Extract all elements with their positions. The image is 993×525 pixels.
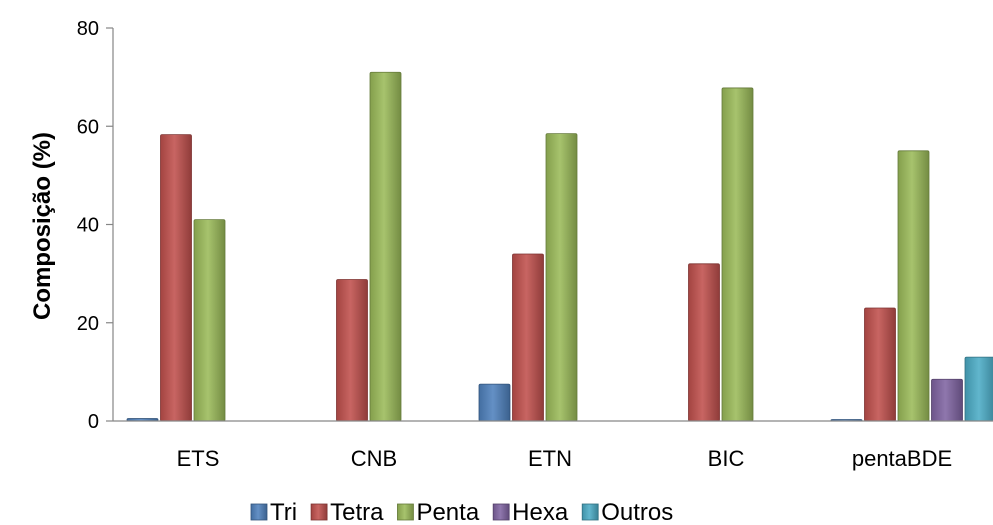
bar-bic-tetra [688,263,720,422]
legend-swatch-hexa [492,503,510,521]
y-tick-label-80: 80 [77,18,99,40]
y-tick-label-0: 0 [88,411,99,433]
bar-bic-penta [721,87,754,422]
category-label-cnb: CNB [351,446,397,471]
legend-swatch-tetra [310,503,328,521]
category-labels: ETS CNB ETN BIC pentaBDE [177,446,953,471]
category-label-etn: ETN [528,446,572,471]
bars [126,71,993,422]
legend-item-tetra: Tetra [310,499,384,525]
legend-swatch-tri [250,503,268,521]
legend-label-outros: Outros [601,499,673,525]
legend-item-tri: Tri [250,499,297,525]
y-tick-label-40: 40 [77,215,99,237]
legend-swatch-outros [581,503,599,521]
y-tick-label-60: 60 [77,116,99,138]
bar-pentabde-penta [897,150,930,422]
bar-ets-tetra [160,134,192,422]
y-axis-label: Composição (%) [29,132,56,320]
y-tick-label-20: 20 [77,313,99,335]
bar-cnb-penta [369,71,402,422]
legend-swatch-penta [397,503,414,521]
legend-item-hexa: Hexa [492,499,569,525]
category-label-pentabde: pentaBDE [852,446,952,471]
bar-etn-tri [478,383,511,422]
bar-cnb-tetra [336,279,368,422]
bar-etn-penta [545,133,578,422]
bar-ets-penta [193,219,226,422]
legend-item-penta: Penta [397,499,480,525]
legend-label-penta: Penta [416,499,479,525]
bar-pentabde-tetra [864,307,896,422]
bar-pentabde-outros [964,356,993,422]
bar-pentabde-hexa [931,378,963,422]
category-label-ets: ETS [177,446,220,471]
bar-etn-tetra [512,253,544,422]
legend-item-outros: Outros [581,499,673,525]
category-label-bic: BIC [708,446,745,471]
legend-label-tetra: Tetra [330,499,384,525]
legend-label-tri: Tri [270,499,297,525]
y-tick-labels: 0 20 40 60 80 [77,18,113,433]
legend-label-hexa: Hexa [512,499,569,525]
legend: Tri Tetra Penta Hexa Outros [250,499,673,525]
